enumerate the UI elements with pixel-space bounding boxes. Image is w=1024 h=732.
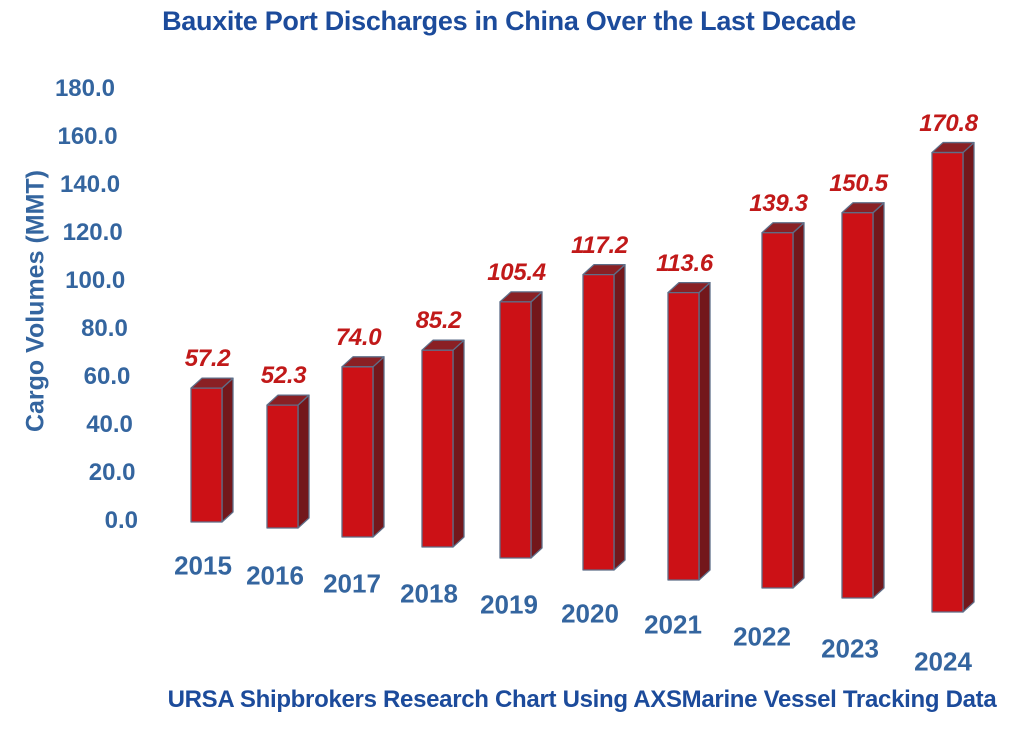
bar-2015 [190, 377, 234, 523]
bar-value-label: 170.8 [919, 109, 978, 137]
bar-value-label: 105.4 [487, 258, 546, 286]
x-axis-label-2016: 2016 [246, 560, 304, 591]
bar-2019 [499, 291, 543, 559]
y-axis-tick-label: 60.0 [83, 363, 131, 390]
bar-value-label: 150.5 [829, 169, 888, 197]
y-axis-tick-label: 160.0 [57, 123, 118, 150]
x-axis-label-2020: 2020 [561, 598, 619, 629]
y-axis-tick-label: 100.0 [65, 267, 126, 294]
y-axis-tick-label: 120.0 [62, 219, 123, 246]
y-axis-tick-label: 180.0 [54, 75, 115, 102]
bar-value-label: 57.2 [184, 345, 231, 373]
bar-value-label: 117.2 [571, 231, 628, 259]
bar-2023 [841, 202, 885, 599]
x-axis-label-2022: 2022 [733, 621, 791, 652]
x-axis-label-2017: 2017 [323, 568, 381, 599]
x-axis-label-2015: 2015 [174, 550, 232, 581]
bar-2017 [341, 356, 385, 538]
y-axis-tick-label: 40.0 [86, 411, 133, 438]
x-axis-label-2019: 2019 [480, 589, 538, 620]
bar-value-label: 52.3 [260, 362, 307, 390]
x-axis-label-2024: 2024 [914, 646, 972, 677]
bar-2016 [266, 394, 310, 529]
y-axis-tick-label: 140.0 [60, 171, 121, 198]
x-axis-label-2023: 2023 [821, 633, 879, 664]
bar-2024 [931, 141, 975, 613]
bar-value-label: 139.3 [749, 189, 808, 217]
bar-2021 [667, 281, 711, 581]
bar-2020 [582, 264, 626, 571]
bar-value-label: 74.0 [335, 323, 382, 351]
bar-value-label: 113.6 [656, 249, 713, 277]
chart-title: Bauxite Port Discharges in China Over th… [162, 6, 856, 36]
y-axis-tick-label: 80.0 [81, 315, 128, 342]
x-axis-label-2018: 2018 [400, 578, 458, 609]
x-axis-label-2021: 2021 [644, 609, 702, 640]
source-caption: URSA Shipbrokers Research Chart Using AX… [167, 686, 997, 713]
bar-2018 [421, 339, 465, 548]
y-axis-tick-label: 0.0 [104, 507, 139, 534]
bar-value-label: 85.2 [415, 307, 462, 335]
y-axis-tick-label: 20.0 [88, 459, 136, 486]
bar-2022 [761, 222, 805, 589]
